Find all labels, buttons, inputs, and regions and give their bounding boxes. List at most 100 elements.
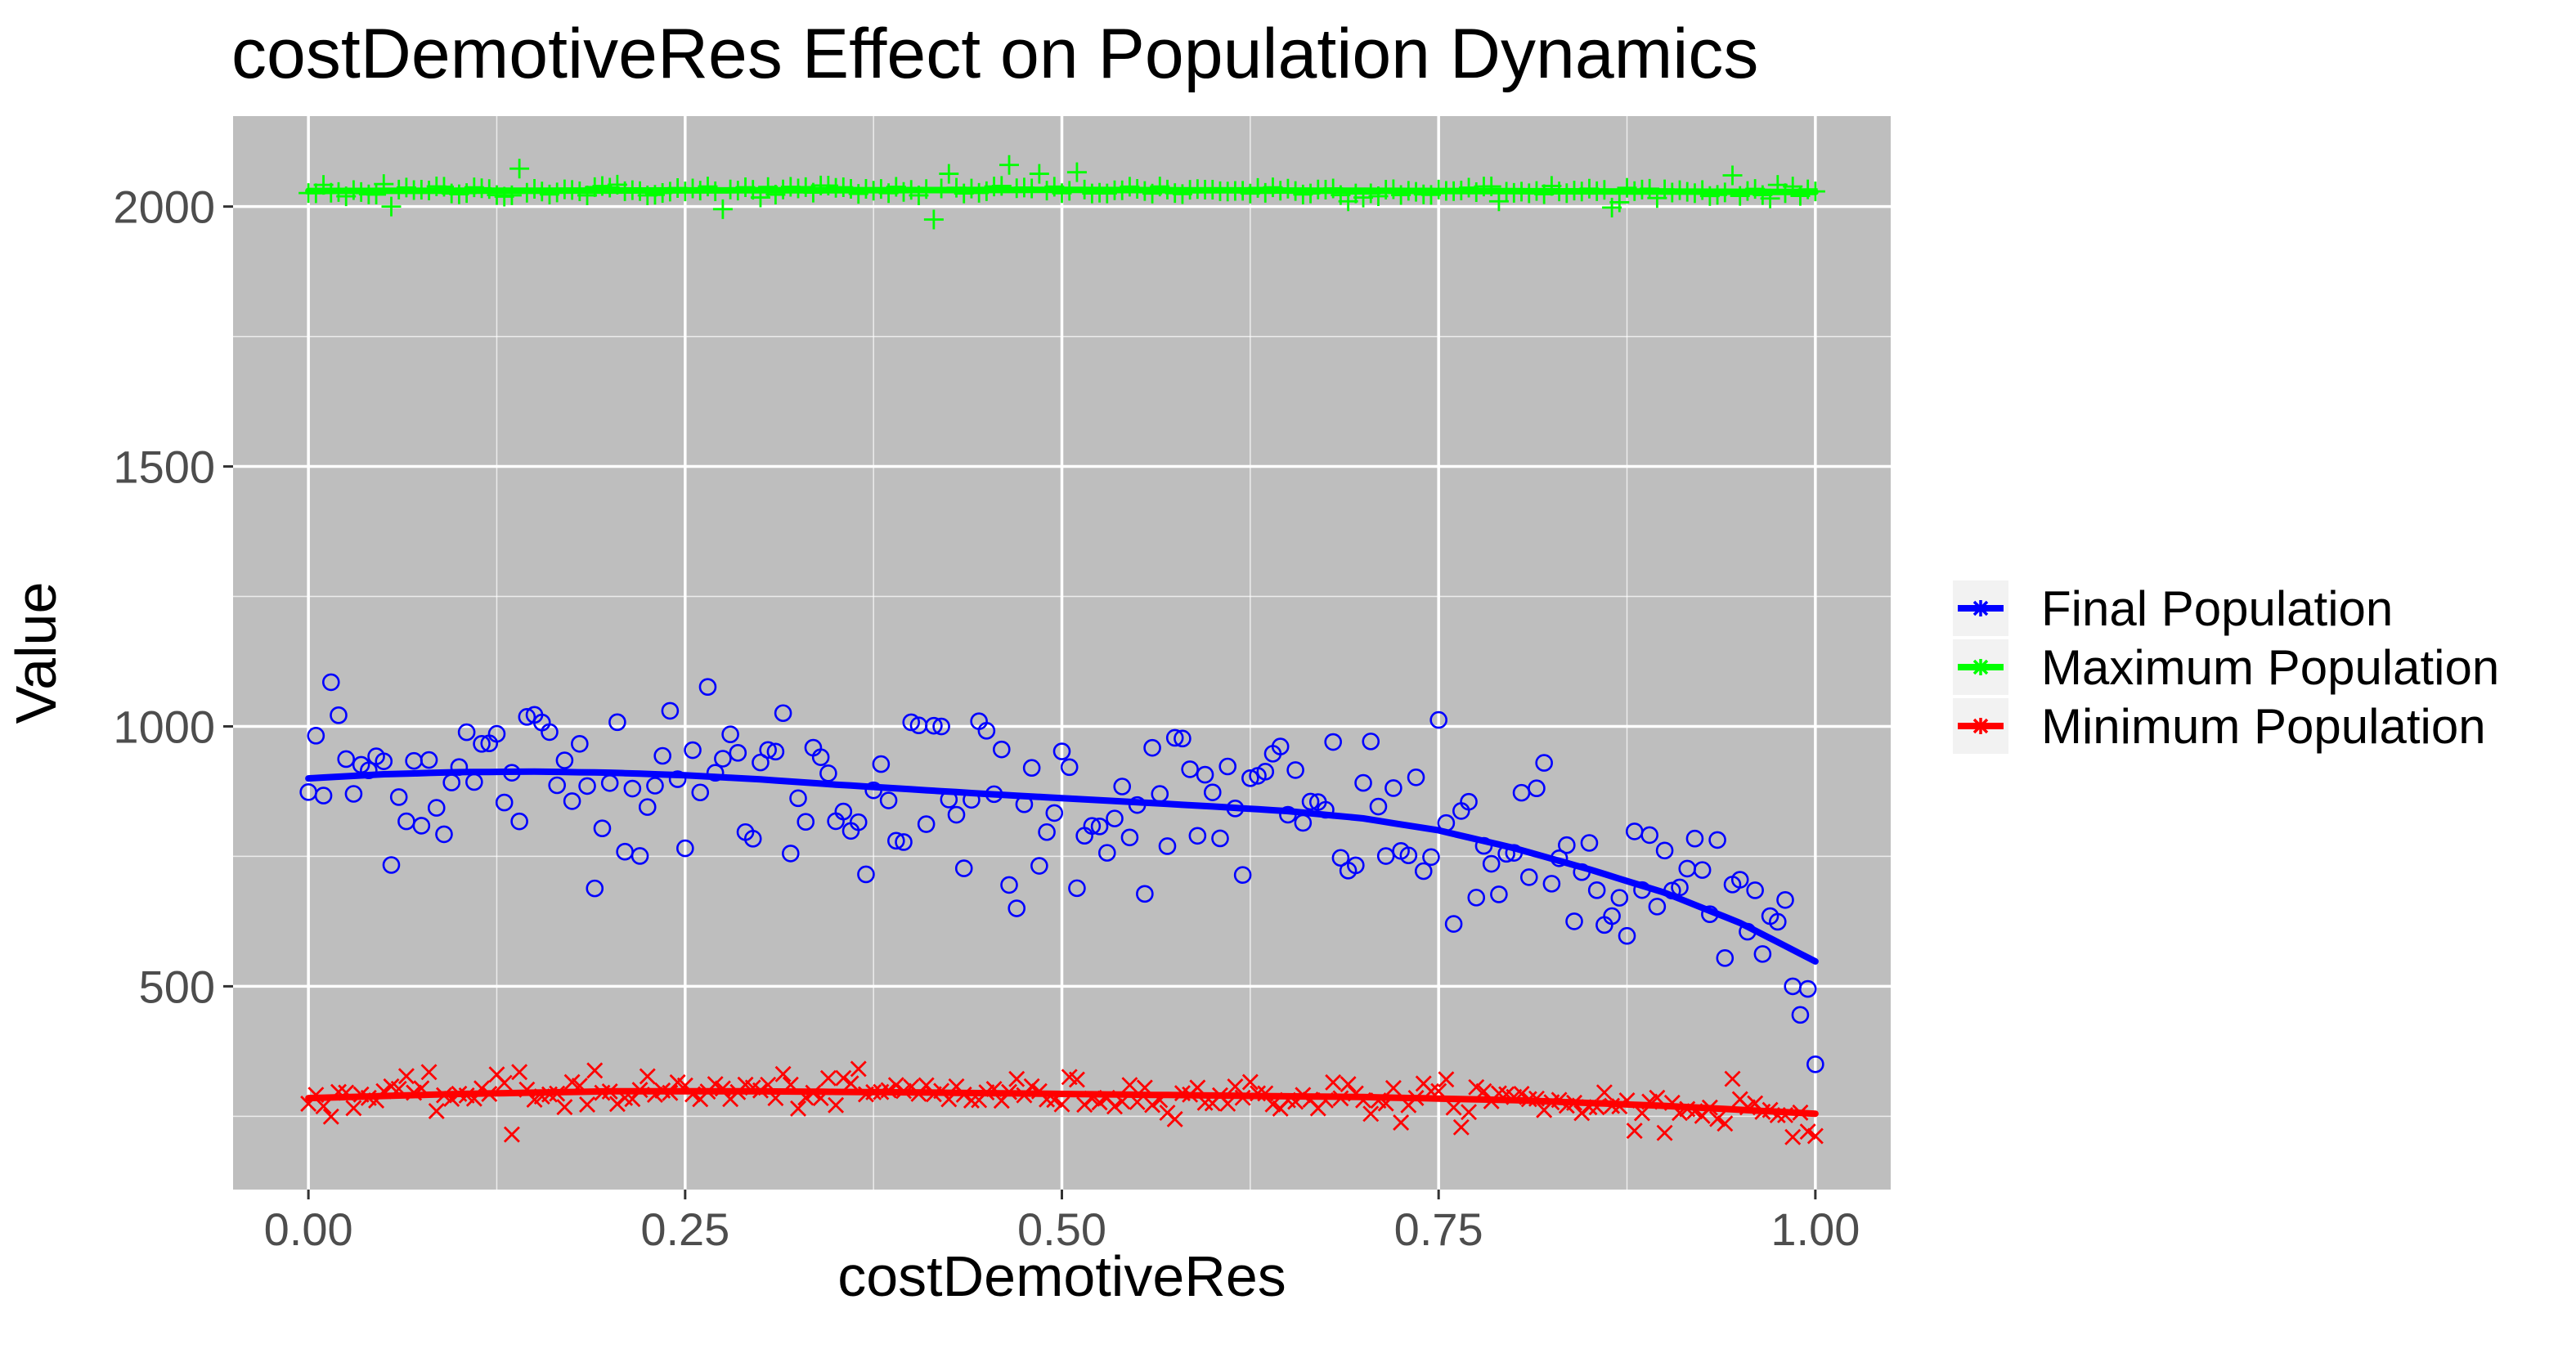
data-point [676, 839, 694, 858]
data-point [1166, 1110, 1183, 1127]
data-point [1060, 758, 1079, 777]
data-point [382, 856, 401, 874]
data-point [314, 787, 333, 804]
data-point [999, 155, 1019, 175]
data-point [1325, 1073, 1342, 1091]
data-point [646, 777, 664, 795]
data-point [1362, 1105, 1380, 1123]
y-axis: 500 1000 1500 2000 [113, 182, 233, 1012]
data-point [1609, 192, 1630, 213]
data-point [1174, 729, 1192, 748]
data-point [1340, 1076, 1357, 1093]
data-point [1475, 1082, 1492, 1100]
data-point [782, 845, 800, 863]
data-point [420, 1064, 438, 1081]
data-point [1626, 1123, 1643, 1140]
data-point [932, 717, 950, 736]
data-point [1595, 1084, 1613, 1101]
data-point [1709, 1110, 1726, 1127]
data-point [631, 847, 649, 865]
data-point [1482, 854, 1501, 873]
data-point [828, 1096, 845, 1114]
data-point [1384, 779, 1402, 797]
data-point [1286, 761, 1304, 779]
data-point [1241, 769, 1259, 787]
data-point [902, 713, 921, 732]
data-point [1730, 871, 1749, 889]
data-point [1158, 837, 1177, 855]
data-point [473, 735, 491, 753]
data-point [428, 1103, 445, 1120]
x-tick-label: 0.25 [640, 1203, 729, 1255]
data-point [1369, 797, 1388, 816]
data-point [1791, 1006, 1810, 1024]
data-point [684, 741, 702, 760]
data-point [729, 744, 747, 762]
data-point [819, 1069, 837, 1087]
data-point [872, 755, 891, 773]
data-point [925, 716, 943, 735]
x-tick-label: 0.00 [264, 1203, 353, 1255]
data-point [397, 1068, 415, 1085]
data-point [593, 819, 612, 837]
data-point [495, 793, 514, 812]
data-point [712, 199, 733, 219]
data-point [977, 722, 996, 740]
data-point [315, 1098, 332, 1115]
data-point [917, 815, 936, 833]
data-point [1461, 1104, 1478, 1121]
data-point [774, 704, 792, 723]
data-point [1165, 728, 1184, 747]
data-point [1376, 847, 1395, 865]
data-point [1399, 846, 1418, 865]
data-point [638, 798, 657, 816]
data-point [1490, 885, 1508, 903]
data-point [1603, 907, 1621, 925]
data-point [375, 752, 393, 770]
series-plus [298, 155, 1825, 230]
data-point [1144, 1096, 1161, 1114]
data-point [510, 812, 528, 831]
data-point [1256, 763, 1275, 781]
data-point [1354, 773, 1372, 792]
data-point [691, 783, 710, 802]
x-tick-label: 0.50 [1017, 1203, 1106, 1255]
data-point [653, 746, 671, 765]
data-point [790, 1100, 807, 1117]
data-point [1008, 1070, 1025, 1087]
legend-label: Final Population [2041, 581, 2393, 636]
y-tick-label: 1000 [113, 701, 215, 752]
legend-label: Maximum Population [2041, 640, 2499, 695]
x-axis-label: costDemotiveRes [837, 1244, 1286, 1308]
data-point [811, 748, 830, 766]
data-point [668, 770, 687, 788]
data-point [427, 799, 446, 817]
data-point [1768, 912, 1787, 931]
data-point [1227, 1078, 1244, 1096]
series-x [300, 1060, 1824, 1145]
x-tick-label: 0.75 [1394, 1203, 1483, 1255]
data-point [307, 727, 325, 745]
data-point [1542, 875, 1561, 893]
data-point [563, 792, 581, 810]
y-axis-label: Value [4, 582, 68, 724]
data-point [1030, 857, 1048, 875]
data-point [954, 859, 973, 877]
data-point [1708, 831, 1726, 849]
data-point [457, 723, 476, 742]
data-point [509, 159, 530, 179]
data-point [1558, 836, 1576, 854]
data-point [1717, 1115, 1734, 1132]
data-point [1203, 783, 1222, 801]
data-point [1000, 876, 1018, 894]
data-point [1806, 1127, 1824, 1145]
data-point [1052, 742, 1071, 760]
data-point [1724, 1070, 1741, 1087]
data-point [1029, 164, 1049, 184]
trend-line [305, 186, 1819, 195]
data-point [1188, 827, 1207, 845]
data-point [1429, 710, 1447, 729]
data-point [1331, 849, 1350, 867]
legend-marker [1972, 718, 1989, 734]
data-point [1776, 890, 1794, 909]
